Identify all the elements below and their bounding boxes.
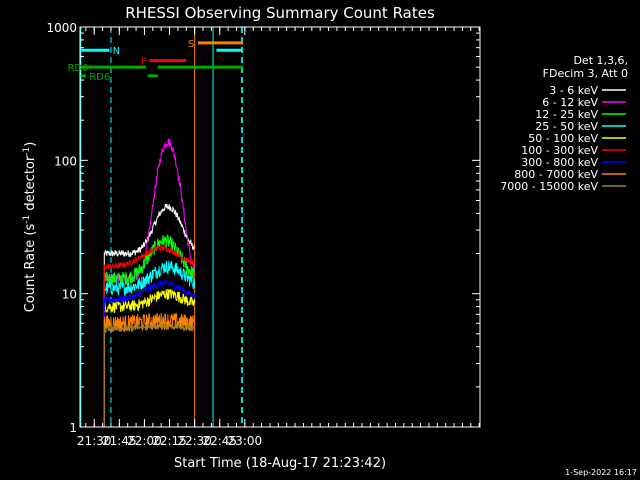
series-line-8 xyxy=(103,322,196,427)
series-line-5 xyxy=(103,244,196,427)
series-line-7 xyxy=(103,312,196,427)
y-axis-label-main: Count Rate (s xyxy=(23,224,38,313)
y-axis-label-exp1: -1 xyxy=(22,215,32,224)
legend-label: 25 - 50 keV xyxy=(535,120,598,133)
series-line-1 xyxy=(103,138,196,427)
y-axis-label: Count Rate (s-1 detector-1) xyxy=(22,142,38,313)
legend-label: 6 - 12 keV xyxy=(542,96,598,109)
x-tick-label: 22:30 xyxy=(177,434,212,448)
plot-frame xyxy=(79,26,481,428)
flag-label-rd0: RD0 xyxy=(67,63,88,74)
series-line-3 xyxy=(103,260,196,427)
y-tick-label: 100 xyxy=(54,154,77,168)
chart-title: RHESSI Observing Summary Count Rates xyxy=(125,4,435,22)
x-tick-label: 21:30 xyxy=(77,434,112,448)
x-tick-label: 22:45 xyxy=(202,434,237,448)
x-tick-label: 21:45 xyxy=(102,434,137,448)
x-tick-label: 22:00 xyxy=(127,434,162,448)
flag-label-f: F xyxy=(141,57,147,68)
legend-label: 100 - 300 keV xyxy=(521,144,598,157)
flag-label-n: N xyxy=(113,46,120,57)
legend-header-decimation: FDecim 3, Att 0 xyxy=(543,67,628,80)
series-line-6 xyxy=(103,278,196,427)
legend-label: 800 - 7000 keV xyxy=(514,168,598,181)
y-tick-label: 10 xyxy=(62,288,77,302)
y-axis-label-end: ) xyxy=(23,142,38,147)
series-line-2 xyxy=(103,234,195,427)
y-tick-label: 1000 xyxy=(46,21,77,35)
legend-label: 3 - 6 keV xyxy=(549,84,598,97)
y-tick-label: 1 xyxy=(69,421,77,435)
legend-label: 300 - 800 keV xyxy=(521,156,598,169)
series-line-4 xyxy=(103,288,196,427)
x-axis-label: Start Time (18-Aug-17 21:23:42) xyxy=(174,456,386,471)
flag-label-rd6: RD6 xyxy=(89,72,110,83)
y-axis-label-mid: detector xyxy=(23,155,38,215)
legend-header-detectors: Det 1,3,6, xyxy=(573,54,628,67)
series-line-0 xyxy=(103,203,195,427)
flag-label-s: S xyxy=(188,39,194,50)
legend-label: 50 - 100 keV xyxy=(528,132,598,145)
x-tick-label: 23:00 xyxy=(228,434,263,448)
legend-label: 12 - 25 keV xyxy=(535,108,598,121)
x-tick-label: 22:15 xyxy=(152,434,187,448)
footer-date: 1-Sep-2022 16:17 xyxy=(565,468,637,477)
legend-label: 7000 - 15000 keV xyxy=(500,180,598,193)
y-axis-label-exp2: -1 xyxy=(22,147,32,156)
